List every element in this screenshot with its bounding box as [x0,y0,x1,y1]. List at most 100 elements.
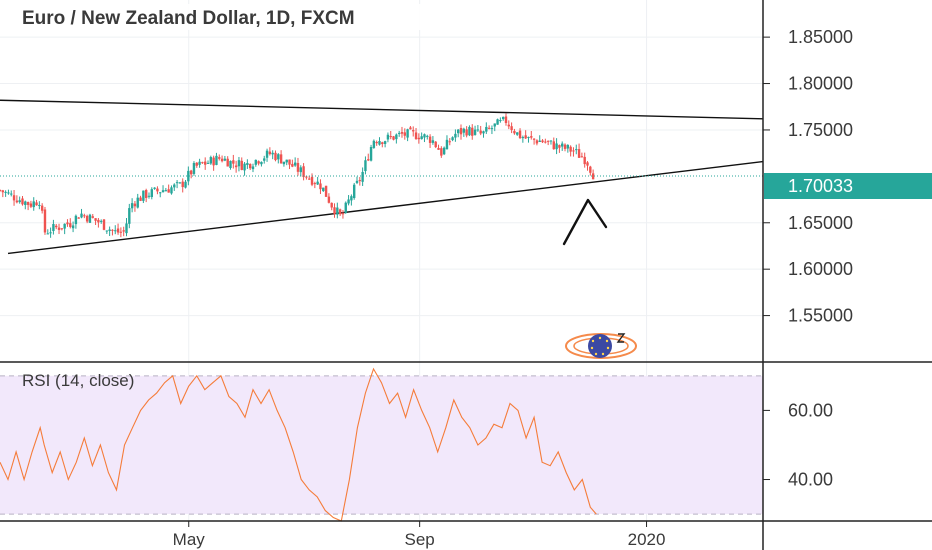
candle-body [575,149,578,151]
candle-body [251,166,255,170]
candle-body [462,128,466,133]
candle-body [566,144,570,149]
candle-body [378,141,381,145]
last-price-label: 1.70033 [788,176,853,196]
candle-body [389,136,392,138]
candle-body [440,148,443,156]
candle-body [243,163,246,171]
price-tick-label: 1.85000 [788,27,853,47]
candle-body [268,151,272,155]
candle-body [442,147,446,155]
candle-body [344,202,347,213]
candle-body [496,119,499,125]
candle-body [170,187,173,194]
rsi-title: RSI (14, close) [22,371,134,390]
candle-body [561,143,564,147]
candle-body [555,143,558,150]
candle-body [414,132,418,140]
candle-body [451,137,454,141]
candle-body [234,165,238,168]
candle-body [229,160,232,169]
trendline-1 [0,99,764,120]
candle-body [248,163,252,169]
candle-body [400,131,404,134]
candle-body [173,184,176,188]
candle-body [504,116,508,124]
candle-body [395,134,398,140]
candle-body [18,200,21,203]
time-tick-label: 2020 [628,530,666,549]
price-tick-label: 1.75000 [788,120,853,140]
candle-body [501,116,505,120]
candle-body [338,209,342,215]
candle-body [308,178,311,180]
candle-body [257,161,260,164]
candle-body [201,162,204,164]
candle-body [80,213,83,218]
candle-body [367,159,370,161]
candle-body [136,197,139,208]
candle-body [223,158,227,161]
candle-body [277,154,280,160]
candle-body [305,176,308,178]
candle-body [544,141,547,143]
candle-body [52,224,55,231]
candle-body [32,201,35,208]
candle-body [459,127,463,135]
candle-body [532,138,536,140]
candle-body [0,190,2,192]
candle-body [254,159,258,165]
candle-body [240,160,243,170]
price-tick-label: 1.60000 [788,259,853,279]
candle-body [412,130,415,132]
candle-body [130,203,134,209]
candle-body [10,193,13,195]
candle-body [538,140,541,142]
candle-body [386,134,390,140]
candle-body [102,219,106,230]
candle-body [372,140,376,148]
candle-body [4,191,7,193]
candle-body [499,120,502,122]
candle-body [493,123,496,127]
candle-body [271,152,274,155]
candle-body [7,192,10,194]
candle-body [327,196,331,203]
candle-body [417,137,421,140]
candle-body [215,155,218,165]
candle-body [178,182,182,184]
candle-body [114,230,117,232]
candle-body [164,190,168,192]
candle-body [60,228,64,230]
candle-body [465,129,468,136]
candle-body [586,162,589,166]
candle-body [263,158,266,161]
candle-body [35,202,38,206]
candle-body [49,232,52,234]
title-backdrop [12,4,564,30]
candle-body [128,208,131,224]
candle-body [83,215,86,217]
candle-body [406,129,409,138]
candle-body [409,127,412,130]
candle-body [21,198,24,205]
candle-body [302,166,305,178]
candle-body [445,139,449,150]
candle-body [46,233,49,235]
candle-body [94,218,97,221]
arrow-annotation [562,198,608,246]
candle-body [420,136,423,140]
candle-body [159,192,162,194]
price-tick-label: 1.80000 [788,74,853,94]
candle-body [535,140,539,144]
candle-body [577,149,581,158]
candle-body [361,171,364,182]
candle-body [589,166,592,173]
candle-body [108,229,111,231]
candle-body [591,173,595,180]
candle-body [204,161,207,165]
candle-body [212,157,215,166]
candle-body [341,213,345,215]
candle-body [352,184,356,199]
